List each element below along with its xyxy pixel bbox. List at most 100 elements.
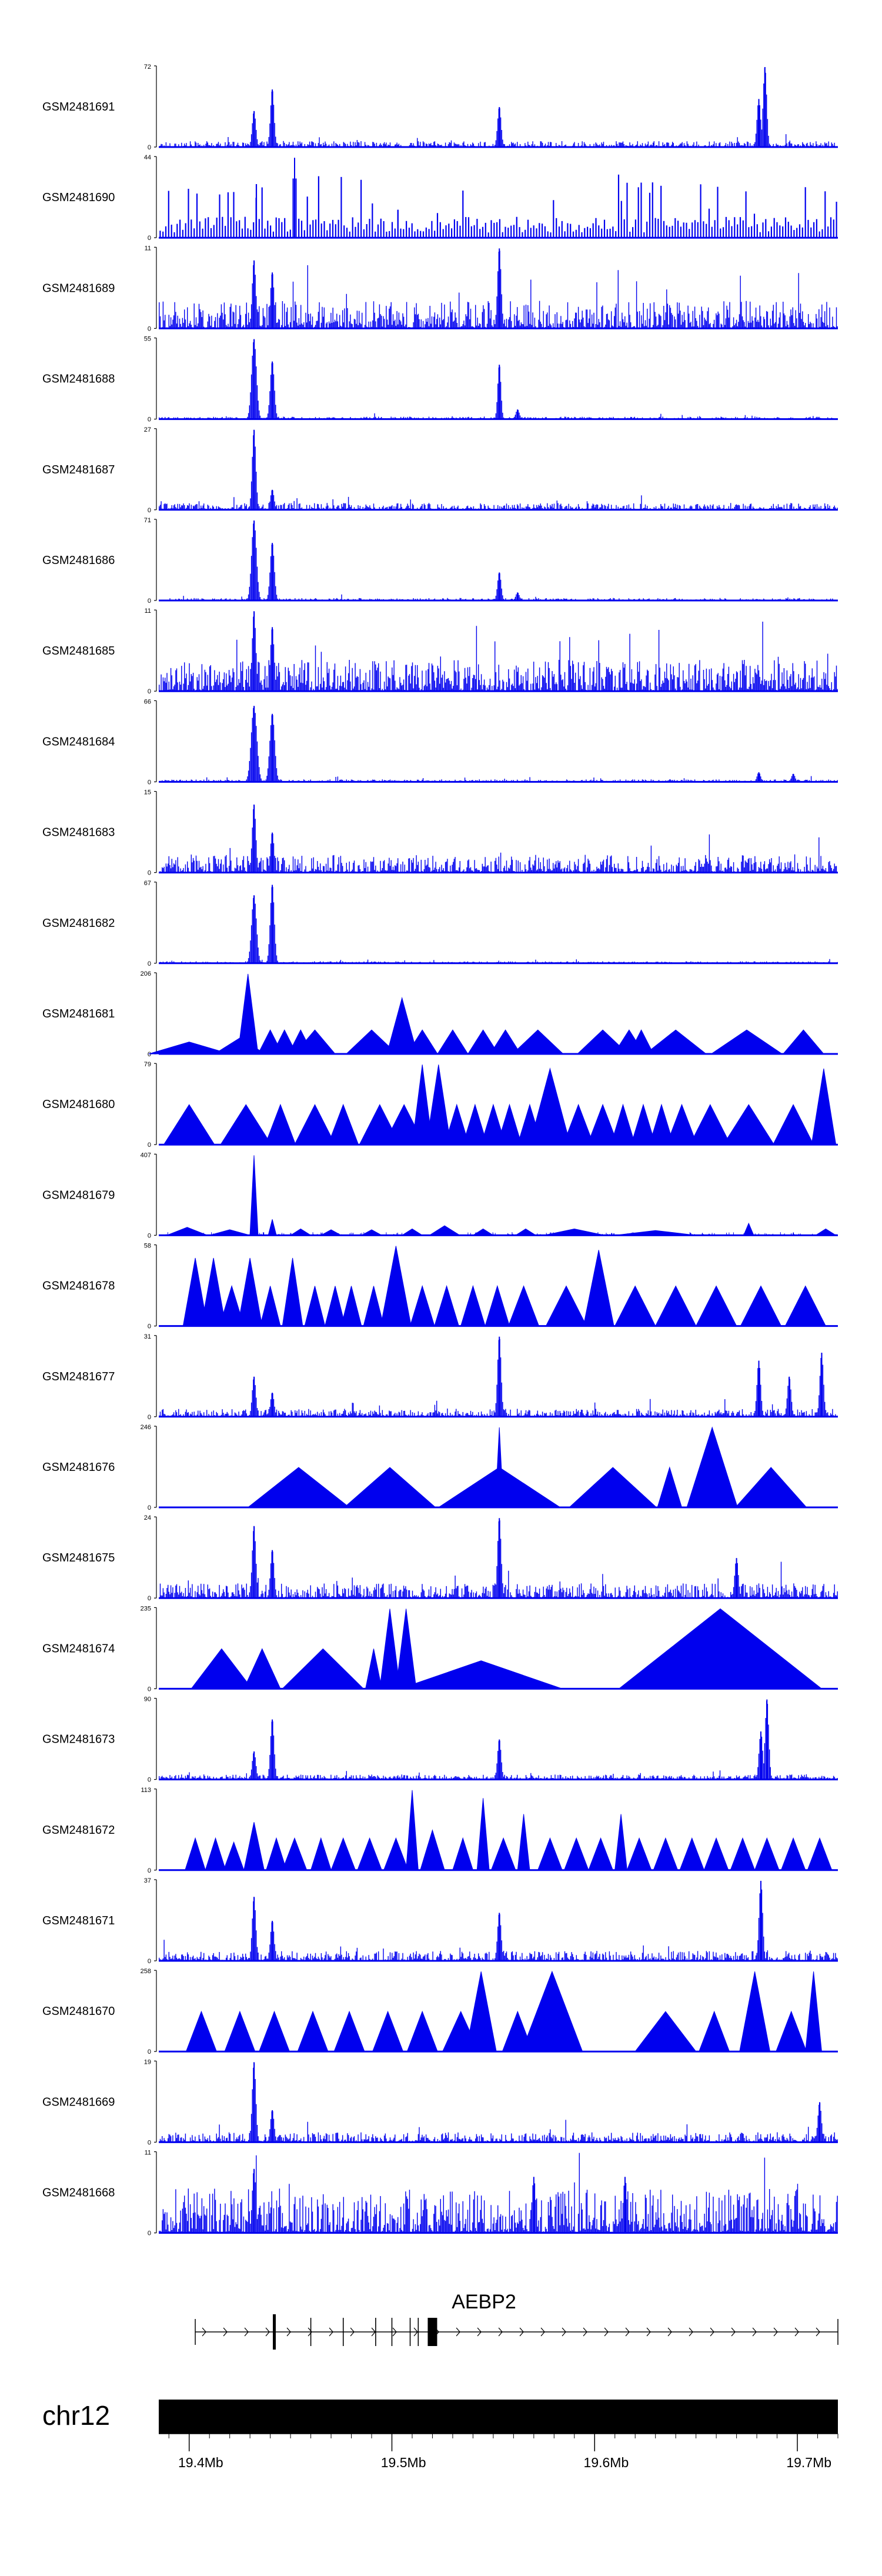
strand-arrow [371,2327,376,2337]
track-GSM2481684: GSM2481684 66 0 [42,698,838,786]
strand-arrow [392,2327,397,2337]
track-label: GSM2481672 [42,1824,115,1837]
signal-peak [666,1103,698,1145]
track-label: GSM2481684 [42,735,115,748]
signal-peak [618,1608,823,1689]
signal-peak [409,1284,435,1327]
signal-peak [610,1103,636,1145]
signal-peak [517,1814,530,1871]
gene-exon [417,2318,419,2346]
track-GSM2481685: GSM2481685 11 0 [42,608,838,695]
signal-peak [379,1609,400,1689]
track-label: GSM2481691 [42,101,115,114]
gene-exon [391,2318,393,2346]
track-ymax-label: 90 [144,1696,151,1703]
track-label: GSM2481668 [42,2187,115,2200]
gene-exon [342,2318,344,2346]
signal-peak [325,1286,346,1327]
signal-peak [588,1837,614,1871]
signal-peak [780,1837,806,1871]
track-ymin-label: 0 [148,1958,151,1965]
strand-arrow [752,2327,757,2337]
strand-arrow [646,2327,651,2337]
signal-peak [626,1837,652,1871]
track-GSM2481678: GSM2481678 58 0 [42,1243,838,1330]
signal-peak [400,1660,563,1689]
track-GSM2481668: GSM2481668 11 0 [42,2150,838,2237]
track-label: GSM2481688 [42,373,115,386]
track-label: GSM2481686 [42,554,115,567]
strand-arrow [604,2327,609,2337]
signal-peak [420,1829,445,1871]
track-label: GSM2481677 [42,1370,115,1383]
signal-bars [159,1520,838,1599]
signal-peak [740,1285,782,1327]
track-GSM2481679: GSM2481679 407 0 [42,1152,838,1239]
signal-bars [159,2153,838,2233]
strand-arrow [308,2327,312,2337]
signal-peak [372,2010,404,2052]
strand-arrow [816,2327,820,2337]
track-ymax-label: 58 [144,1243,151,1250]
gene-exon [427,2318,437,2346]
signal-peak [365,1649,382,1689]
track-ymax-label: 15 [144,789,151,796]
signal-peak [333,2010,365,2052]
signal-bars [159,706,838,782]
gene-exon [273,2314,276,2350]
track-ymin-label: 0 [148,688,151,695]
chromosome-bar [159,2400,838,2434]
signal-peak [357,1837,383,1871]
chromosome-label: chr12 [42,2400,110,2431]
signal-peak [328,1103,359,1145]
signal-peak [259,1286,281,1327]
signal-peak [754,1837,780,1871]
track-ymax-label: 31 [144,1333,151,1340]
signal-peak [185,1837,206,1871]
strand-arrow [731,2327,736,2337]
signal-peak [563,1837,589,1871]
signal-peak [807,1837,833,1871]
track-label: GSM2481678 [42,1280,115,1293]
signal-bars [159,2063,838,2143]
signal-peak [634,2011,697,2052]
track-ymax-label: 67 [144,880,151,887]
track-label: GSM2481681 [42,1007,115,1020]
signal-peak [258,2010,290,2052]
track-GSM2481682: GSM2481682 67 0 [42,880,838,967]
strand-arrow [244,2327,249,2337]
signal-peak [201,1257,226,1327]
signal-peak [782,1029,824,1055]
signal-peak [452,1837,474,1871]
track-label: GSM2481680 [42,1098,115,1111]
strand-arrow [456,2327,460,2337]
signal-peak [703,1837,729,1871]
signal-peak [614,1814,627,1871]
track-ymax-label: 19 [144,2058,151,2066]
signal-peak [563,1103,594,1145]
signal-peak [304,1286,326,1327]
track-label: GSM2481687 [42,463,115,476]
track-ymin-label: 0 [148,144,151,151]
signal-peak [568,1467,657,1508]
signal-peak [297,2010,329,2052]
track-ymin-label: 0 [148,1232,151,1239]
signal-peak [247,1467,350,1508]
signal-peak [730,1837,756,1871]
track-GSM2481669: GSM2481669 19 0 [42,2058,838,2146]
signal-peak [282,1648,365,1689]
track-ymin-label: 0 [148,1595,151,1602]
signal-bars [159,805,838,873]
strand-arrow [202,2327,206,2337]
signal-bars [159,68,838,147]
signal-peak [814,1228,837,1236]
gene-exon [409,2318,411,2346]
signal-peak [223,1841,245,1871]
track-ymax-label: 71 [144,517,151,524]
track-ymin-label: 0 [148,416,151,423]
signal-peak [282,1257,303,1327]
track-ymax-label: 79 [144,1061,151,1068]
signal-peak [363,1286,385,1327]
strand-arrow [286,2327,291,2337]
